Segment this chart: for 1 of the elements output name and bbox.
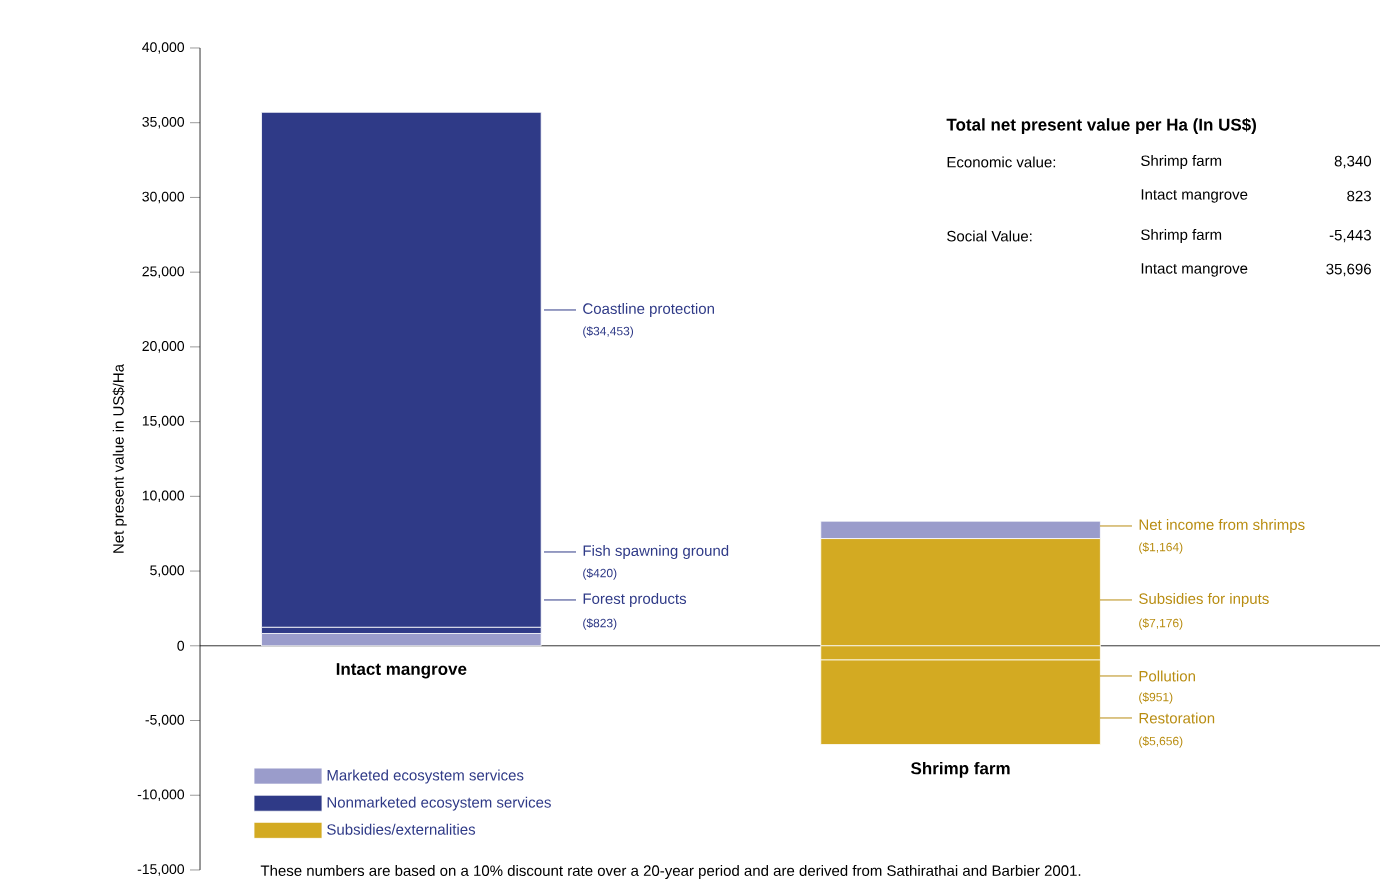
annotation: Total net present value per Ha (In US$)	[946, 117, 1256, 135]
